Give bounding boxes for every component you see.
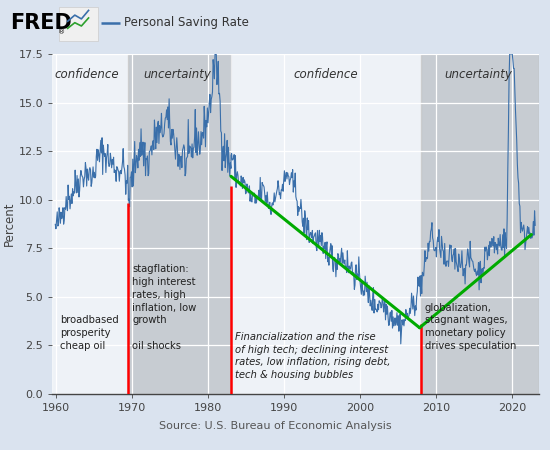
- Bar: [231, 54, 421, 394]
- Text: Financialization and the rise
of high tech; declining interest
rates, low inflat: Financialization and the rise of high te…: [235, 332, 390, 380]
- Text: stagflation:
high interest
rates, high
inflation, low
growth

oil shocks: stagflation: high interest rates, high i…: [132, 264, 196, 351]
- Text: confidence: confidence: [294, 68, 359, 81]
- Text: Source: U.S. Bureau of Economic Analysis: Source: U.S. Bureau of Economic Analysis: [159, 422, 391, 432]
- FancyBboxPatch shape: [59, 7, 98, 40]
- Text: broadbased
prosperity
cheap oil: broadbased prosperity cheap oil: [60, 315, 119, 351]
- Bar: [52, 54, 128, 394]
- Text: ®: ®: [58, 29, 65, 36]
- Text: uncertainty: uncertainty: [444, 68, 512, 81]
- Bar: [128, 54, 231, 394]
- Text: globalization,
stagnant wages,
monetary policy
drives speculation: globalization, stagnant wages, monetary …: [425, 303, 516, 351]
- Text: uncertainty: uncertainty: [144, 68, 212, 81]
- Text: Personal Saving Rate: Personal Saving Rate: [124, 16, 249, 29]
- Y-axis label: Percent: Percent: [3, 202, 16, 246]
- Bar: [421, 54, 539, 394]
- Text: FRED: FRED: [10, 13, 72, 33]
- Text: confidence: confidence: [54, 68, 119, 81]
